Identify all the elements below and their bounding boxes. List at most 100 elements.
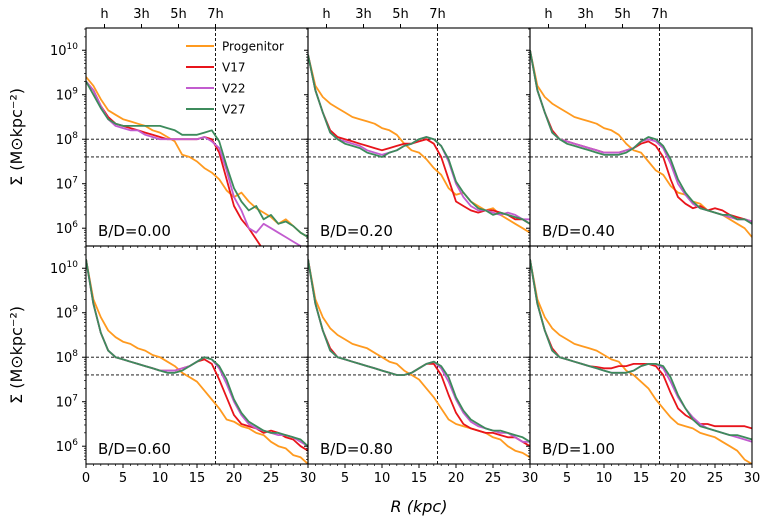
series-line-v22 (308, 259, 530, 443)
x-tick-label: 15 (411, 471, 428, 486)
y-tick-label: 108 (56, 349, 79, 366)
x-tick-label: 20 (448, 471, 465, 486)
y-tick-base: 10 (56, 351, 73, 366)
y-tick-base: 10 (56, 440, 73, 455)
series-line-v27 (308, 54, 530, 225)
panel-label: B/D=0.40 (542, 222, 615, 240)
series-line-v22 (86, 259, 308, 447)
panel-5: 5 10 15 20 25 30 B/D=0.80 (304, 245, 539, 486)
series-group (86, 76, 308, 246)
series-line-v17 (308, 54, 530, 225)
panel-frame (85, 27, 309, 247)
legend-label-v22: V22 (222, 82, 245, 96)
y-tick-base: 10 (56, 396, 73, 411)
y-tick-base: 10 (56, 307, 73, 322)
top-tick-label: h (100, 7, 108, 22)
y-tick-base: 10 (56, 89, 73, 104)
y-tick-exponent: 6 (72, 438, 78, 448)
y-tick-label: 1010 (50, 260, 78, 277)
y-tick-base: 10 (50, 44, 67, 59)
y-tick-exponent: 7 (72, 394, 78, 404)
y-tick-exponent: 9 (72, 87, 78, 97)
x-tick-label: 5 (341, 471, 349, 486)
top-tick-label: 5h (392, 7, 409, 22)
series-line-v27 (530, 50, 752, 225)
x-tick-label: 25 (263, 471, 280, 486)
x-tick-label: 25 (707, 471, 724, 486)
y-tick-exponent: 10 (67, 260, 79, 270)
top-tick-label: 7h (207, 7, 224, 22)
top-tick-label: 3h (133, 7, 150, 22)
x-tick-label: 15 (633, 471, 650, 486)
series-line-v17 (86, 259, 308, 452)
x-tick-label: 5 (563, 471, 571, 486)
x-tick-label: 5 (119, 471, 127, 486)
series-line-v22 (86, 80, 303, 246)
x-tick-label: 10 (596, 471, 613, 486)
panel-label: B/D=1.00 (542, 440, 615, 458)
legend-label-progenitor: Progenitor (222, 40, 284, 54)
y-tick-exponent: 9 (72, 305, 78, 315)
y-axis-title: Σ (M⊙kpc⁻²) (7, 88, 26, 186)
series-line-v22 (530, 50, 752, 223)
panel-6: 5 10 15 20 25 30 B/D=1.00 (526, 245, 761, 486)
y-tick-label: 109 (56, 87, 79, 104)
y-tick-exponent: 8 (72, 131, 78, 141)
series-line-progenitor (86, 76, 308, 238)
top-tick-label: h (544, 7, 552, 22)
series-line-v27 (530, 259, 752, 441)
x-tick-label: 25 (485, 471, 502, 486)
panel-label: B/D=0.00 (98, 222, 171, 240)
series-group (308, 259, 530, 459)
series-group (86, 259, 308, 464)
y-tick-label: 107 (56, 394, 78, 411)
series-group (530, 50, 752, 238)
y-tick-exponent: 10 (67, 42, 79, 52)
y-tick-label: 107 (56, 176, 78, 193)
panel-3: h 3h 5h 7h B/D=0.40 (526, 7, 753, 250)
y-tick-label: 109 (56, 305, 79, 322)
series-line-v17 (530, 259, 752, 430)
panel-label: B/D=0.80 (320, 440, 393, 458)
y-tick-label: 108 (56, 131, 79, 148)
x-axis-title: R (kpc) (391, 497, 448, 516)
x-tick-label: 30 (522, 471, 539, 486)
y-tick-base: 10 (56, 222, 73, 237)
series-line-v17 (308, 259, 530, 447)
y-tick-base: 10 (56, 178, 73, 193)
series-line-v22 (308, 54, 530, 221)
x-tick-label: 10 (152, 471, 169, 486)
panel-2: h 3h 5h 7h B/D=0.20 (304, 7, 531, 250)
y-axis-title: Σ (M⊙kpc⁻²) (7, 306, 26, 404)
top-tick-label: h (322, 7, 330, 22)
series-line-v17 (86, 80, 262, 246)
panel-1: h 3h 5h 7h1061071081091010B/D=0.00Progenito… (50, 7, 309, 250)
y-tick-exponent: 6 (72, 220, 78, 230)
top-tick-label: 7h (651, 7, 668, 22)
series-group (308, 54, 530, 234)
x-tick-label: 10 (374, 471, 391, 486)
series-line-v27 (86, 259, 308, 447)
top-tick-label: 7h (429, 7, 446, 22)
legend-label-v27: V27 (222, 103, 245, 117)
y-tick-label: 106 (56, 220, 79, 237)
y-tick-label: 1010 (50, 42, 78, 59)
top-tick-label: 5h (614, 7, 631, 22)
panel-label: B/D=0.60 (98, 440, 171, 458)
x-tick-label: 30 (744, 471, 761, 486)
y-tick-base: 10 (50, 262, 67, 277)
x-tick-label: 15 (189, 471, 206, 486)
y-tick-exponent: 7 (72, 176, 78, 186)
series-line-v27 (86, 80, 308, 238)
x-axis-title-text: R (kpc) (391, 497, 448, 516)
x-tick-label: 20 (670, 471, 687, 486)
series-line-v22 (530, 259, 752, 443)
top-tick-label: 3h (355, 7, 372, 22)
top-tick-label: 3h (577, 7, 594, 22)
top-tick-label: 5h (170, 7, 187, 22)
x-tick-label: 30 (300, 471, 317, 486)
panel-label: B/D=0.20 (320, 222, 393, 240)
series-line-v27 (308, 259, 530, 443)
